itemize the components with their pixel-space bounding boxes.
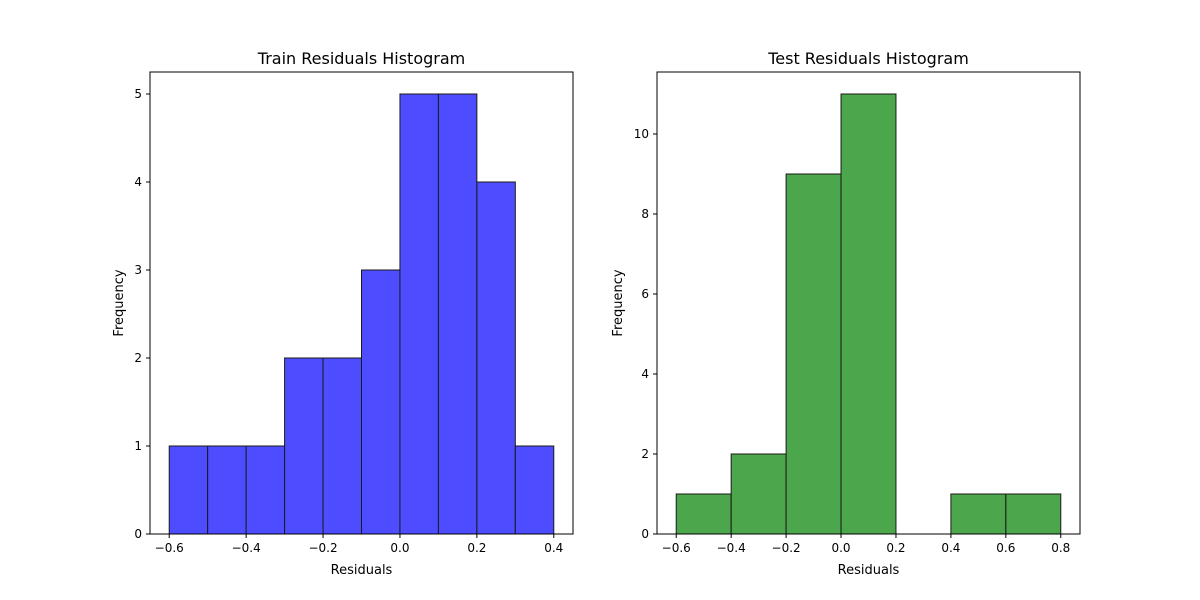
x-tick-label: 0.0: [390, 541, 409, 555]
x-tick-label: −0.2: [308, 541, 337, 555]
histogram-bar: [840, 93, 897, 535]
x-tick-label: 0.8: [1051, 541, 1070, 555]
histogram-bar: [322, 357, 362, 535]
y-tick-label: 1: [134, 439, 142, 453]
x-tick-label: −0.4: [717, 541, 746, 555]
histogram-bar: [399, 93, 439, 535]
y-axis-label: Frequency: [611, 269, 626, 336]
y-tick-label: 4: [134, 175, 142, 189]
bars-train: [168, 93, 555, 535]
histogram-bar: [785, 173, 842, 535]
x-tick-label: 0.2: [886, 541, 905, 555]
y-tick-label: 2: [134, 351, 142, 365]
x-tick-label: −0.6: [662, 541, 691, 555]
x-axis-label: Residuals: [838, 563, 900, 578]
histogram-bar: [437, 93, 478, 535]
y-tick-label: 6: [641, 287, 649, 301]
plot-frame: [656, 71, 1081, 535]
x-tick-label: −0.2: [772, 541, 801, 555]
y-tick-label: 5: [134, 87, 142, 101]
train-residuals-panel: Train Residuals Histogram −0.6 −0.4 −0.2 0.…: [112, 49, 574, 578]
histogram-bar: [361, 269, 401, 535]
y-tick-label: 8: [641, 207, 649, 221]
histogram-bar: [675, 493, 732, 535]
y-tick-label: 10: [634, 127, 649, 141]
histogram-bar: [1005, 493, 1062, 535]
x-axis-label: Residuals: [331, 563, 393, 578]
x-tick-label: −0.6: [155, 541, 184, 555]
y-tick-label: 3: [134, 263, 142, 277]
x-tick-label: 0.6: [996, 541, 1015, 555]
y-ticks-test: 0 2 4 6 8 10: [634, 127, 657, 541]
test-residuals-panel: Test Residuals Histogram −0.6 −0.4 −0.2 0.0…: [611, 49, 1081, 578]
plot-frame: [149, 71, 574, 535]
histogram-bar: [514, 445, 555, 535]
x-tick-label: 0.0: [831, 541, 850, 555]
x-tick-label: 0.2: [467, 541, 486, 555]
histogram-bar: [476, 181, 516, 535]
x-ticks-train: −0.6 −0.4 −0.2 0.0 0.2 0.4: [155, 534, 563, 555]
y-ticks-train: 0 1 2 3 4 5: [134, 87, 150, 541]
y-tick-label: 4: [641, 367, 649, 381]
histogram-bar: [950, 493, 1007, 535]
bars-test: [675, 93, 1062, 535]
y-tick-label: 2: [641, 447, 649, 461]
histogram-bar: [284, 357, 324, 535]
chart-title: Train Residuals Histogram: [257, 49, 465, 68]
x-tick-label: 0.4: [544, 541, 563, 555]
y-tick-label: 0: [134, 527, 142, 541]
x-tick-label: 0.4: [941, 541, 960, 555]
histogram-bar: [168, 445, 209, 535]
histogram-bar: [730, 453, 787, 535]
histogram-bar: [245, 445, 286, 535]
x-ticks-test: −0.6 −0.4 −0.2 0.0 0.2 0.4 0.6 0.8: [662, 534, 1070, 555]
y-tick-label: 0: [641, 527, 649, 541]
y-axis-label: Frequency: [112, 269, 127, 336]
histogram-bar: [207, 445, 247, 535]
chart-title: Test Residuals Histogram: [767, 49, 969, 68]
x-tick-label: −0.4: [232, 541, 261, 555]
